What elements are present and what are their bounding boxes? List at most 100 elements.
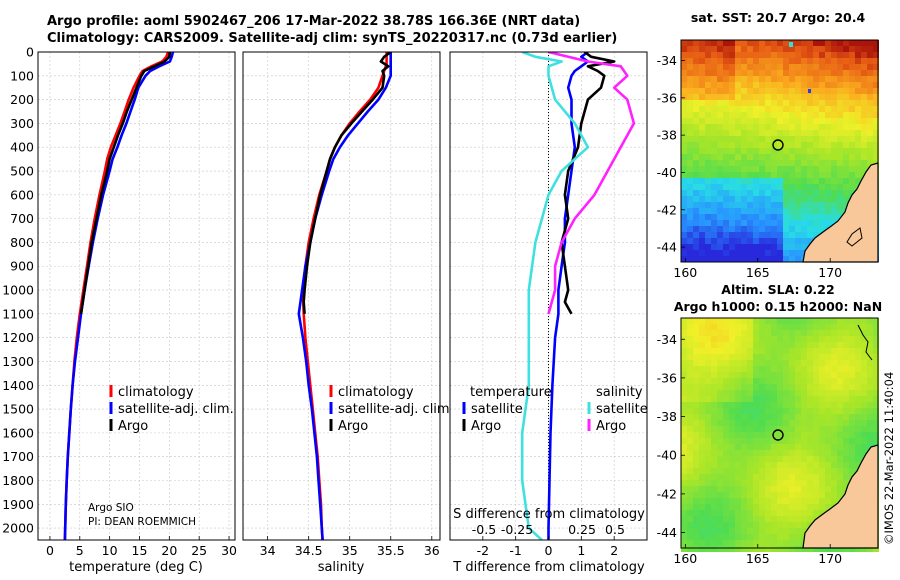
sst-cell	[699, 220, 705, 226]
sla-cell	[819, 480, 825, 486]
sst-cell	[741, 238, 747, 244]
sst-cell	[855, 58, 861, 64]
sst-cell	[687, 106, 693, 112]
sst-cell	[735, 202, 741, 208]
sla-cell	[801, 348, 807, 354]
sst-cell	[765, 106, 771, 112]
sla-cell	[729, 534, 735, 540]
sla-cell	[861, 378, 867, 384]
sst-cell	[849, 136, 855, 142]
sla-cell	[813, 378, 819, 384]
sla-cell	[759, 534, 765, 540]
sla-cell	[765, 366, 771, 372]
sla-cell	[855, 360, 861, 366]
sla-cell	[723, 330, 729, 336]
sla-cell	[711, 450, 717, 456]
sst-cell	[693, 172, 699, 178]
sla-cell	[861, 390, 867, 396]
sst-cell	[789, 124, 795, 130]
sst-cell	[747, 166, 753, 172]
sst-cell	[825, 94, 831, 100]
sla-cell	[753, 510, 759, 516]
xtick-label: 35	[342, 543, 358, 558]
sst-cell	[729, 154, 735, 160]
sla-cell	[711, 540, 717, 546]
sla-cell	[807, 342, 813, 348]
sla-cell	[723, 528, 729, 534]
sst-cell	[741, 166, 747, 172]
sst-cell	[771, 70, 777, 76]
sla-cell	[765, 504, 771, 510]
sst-cell	[771, 148, 777, 154]
sla-cell	[771, 384, 777, 390]
sla-cell	[777, 396, 783, 402]
sla-cell	[831, 366, 837, 372]
sst-cell	[693, 130, 699, 136]
sst-cell	[777, 184, 783, 190]
sst-cell	[873, 40, 879, 46]
sst-cell	[831, 136, 837, 142]
sst-cell	[807, 178, 813, 184]
sla-cell	[795, 402, 801, 408]
sla-cell	[777, 450, 783, 456]
sst-cell	[789, 208, 795, 214]
sst-cell	[729, 250, 735, 256]
sla-cell	[873, 426, 879, 432]
sla-cell	[831, 354, 837, 360]
sst-cell	[807, 172, 813, 178]
xtick-label: 1	[577, 543, 585, 558]
sst-cell	[681, 124, 687, 130]
sla-cell	[765, 462, 771, 468]
sla-cell	[753, 402, 759, 408]
sla-cell	[711, 360, 717, 366]
sla-cell	[771, 354, 777, 360]
sla-cell	[849, 354, 855, 360]
sla-cell	[741, 390, 747, 396]
sst-cell	[705, 100, 711, 106]
sst-cell	[681, 70, 687, 76]
sla-cell	[789, 414, 795, 420]
sla-cell	[765, 414, 771, 420]
sst-cell	[729, 70, 735, 76]
sla-cell	[807, 360, 813, 366]
sla-cell	[831, 378, 837, 384]
sla-cell	[681, 396, 687, 402]
sst-cell	[807, 142, 813, 148]
xtick-label: 25	[191, 543, 207, 558]
sst-cell	[717, 244, 723, 250]
sla-cell	[729, 498, 735, 504]
sst-cell	[777, 40, 783, 46]
sla-cell	[711, 426, 717, 432]
sla-cell	[693, 324, 699, 330]
sla-cell	[699, 468, 705, 474]
sst-cell	[753, 142, 759, 148]
sst-cell	[783, 148, 789, 154]
sla-cell	[813, 366, 819, 372]
sst-cell	[837, 172, 843, 178]
sst-cell	[801, 88, 807, 94]
sst-cell	[777, 118, 783, 124]
sla-cell	[759, 414, 765, 420]
sst-cell	[723, 52, 729, 58]
sla-cell	[795, 546, 801, 552]
sla-cell	[681, 426, 687, 432]
sst-cell	[783, 184, 789, 190]
sla-cell	[735, 420, 741, 426]
sst-cell	[825, 190, 831, 196]
sla-cell	[849, 390, 855, 396]
sst-spot	[789, 42, 793, 47]
sst-cell	[861, 130, 867, 136]
sst-cell	[765, 82, 771, 88]
sla-cell	[807, 432, 813, 438]
ytick-label: 200	[10, 92, 34, 107]
sst-cell	[807, 70, 813, 76]
sla-cell	[729, 504, 735, 510]
sla-cell	[825, 360, 831, 366]
sst-cell	[753, 202, 759, 208]
ytick-label: 1200	[2, 330, 34, 345]
sst-cell	[747, 250, 753, 256]
sst-cell	[705, 250, 711, 256]
sst-cell	[771, 82, 777, 88]
sst-cell	[735, 148, 741, 154]
sla-cell	[789, 378, 795, 384]
